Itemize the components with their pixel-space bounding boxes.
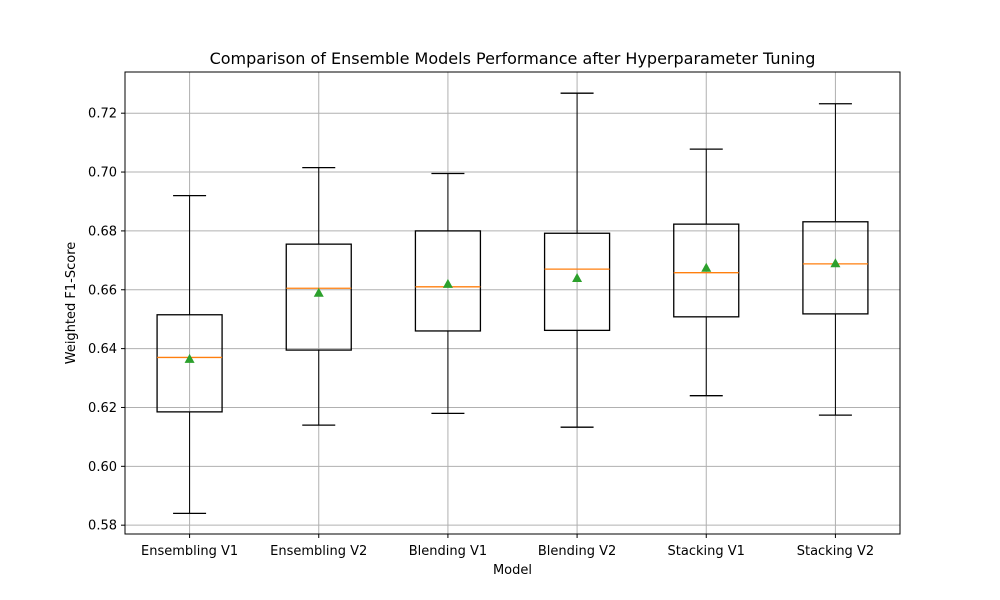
y-tick-label: 0.68	[88, 224, 117, 239]
y-tick-label: 0.64	[88, 342, 117, 357]
x-tick-label: Blending V1	[409, 544, 487, 559]
y-tick-label: 0.66	[88, 283, 117, 298]
x-tick-label: Ensembling V2	[270, 544, 367, 559]
chart-title: Comparison of Ensemble Models Performanc…	[210, 49, 816, 68]
y-tick-label: 0.60	[88, 460, 117, 475]
y-tick-label: 0.62	[88, 401, 117, 416]
x-axis-label: Model	[493, 563, 532, 578]
y-axis-label: Weighted F1-Score	[64, 242, 79, 365]
y-tick-label: 0.58	[88, 519, 117, 534]
x-tick-label: Stacking V2	[797, 544, 874, 559]
x-tick-label: Stacking V1	[668, 544, 745, 559]
y-tick-label: 0.72	[88, 107, 117, 122]
y-tick-label: 0.70	[88, 166, 117, 181]
x-tick-label: Blending V2	[538, 544, 616, 559]
x-tick-label: Ensembling V1	[141, 544, 238, 559]
